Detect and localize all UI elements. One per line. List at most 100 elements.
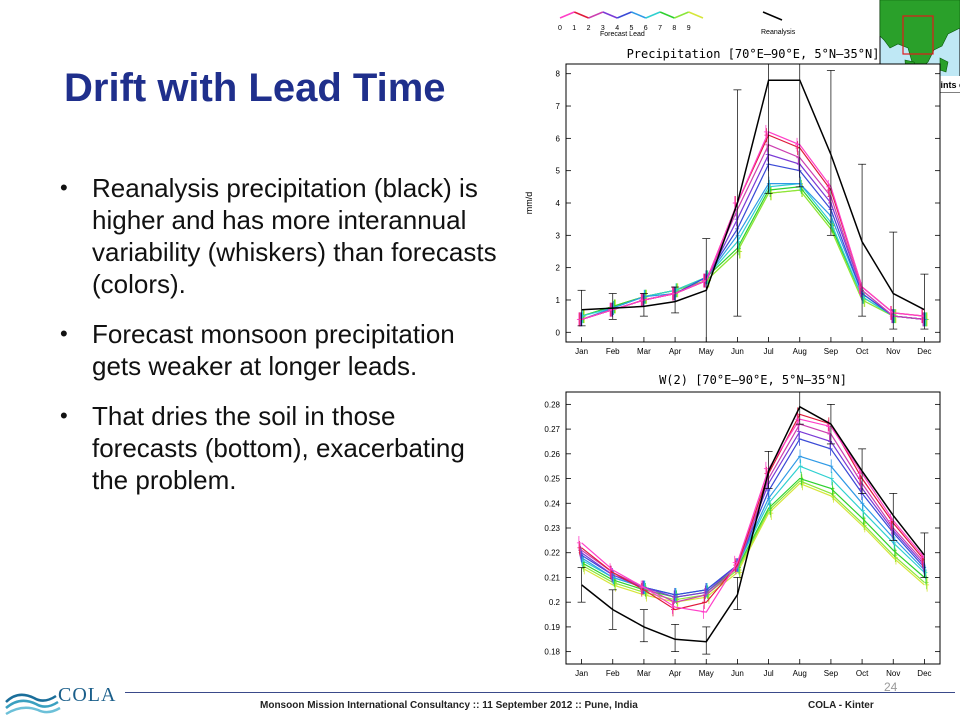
y-tick-label: 0.2	[549, 598, 561, 607]
legend-swatch-line	[659, 11, 675, 19]
bullet-dot-icon: •	[60, 321, 68, 346]
legend-lead-label: 1	[572, 25, 576, 32]
y-tick-label: 0.28	[544, 400, 560, 409]
y-tick-label: 0.18	[544, 648, 560, 657]
cola-logo	[5, 693, 61, 716]
plot-frame	[565, 63, 941, 343]
y-tick-label: 8	[556, 70, 561, 79]
reanalysis-line	[581, 79, 925, 311]
legend-lead-label: 2	[587, 25, 591, 32]
y-tick-label: 0.23	[544, 524, 560, 533]
x-tick-label: Oct	[856, 347, 869, 356]
x-tick-label: Mar	[637, 347, 651, 356]
legend-swatch-line	[588, 11, 604, 19]
x-tick-label: Apr	[669, 669, 682, 678]
bullet-text: Reanalysis precipitation (black) is high…	[92, 173, 497, 299]
x-tick-label: Mar	[637, 669, 651, 678]
series-line	[581, 418, 925, 613]
x-tick-label: May	[699, 347, 714, 356]
y-tick-label: 0.24	[544, 499, 560, 508]
legend-lead-label: 5	[630, 25, 634, 32]
legend-swatch-line	[616, 11, 632, 19]
x-tick-label: Oct	[856, 669, 869, 678]
forecast-lead-legend: 0 1 2 3 4 5 6 7 8 9 Forecast Lead Reanalysis	[558, 11, 796, 38]
x-tick-label: Apr	[669, 347, 682, 356]
y-tick-label: 0.27	[544, 425, 560, 434]
legend-swatch-line	[602, 11, 618, 19]
legend-reanalysis-line	[762, 11, 783, 21]
footer-divider	[125, 692, 955, 693]
legend-swatch-line	[574, 11, 589, 19]
y-tick-label: 0	[556, 328, 561, 337]
chart-title: Precipitation [70°E–90°E, 5°N–35°N]	[627, 47, 880, 61]
x-tick-label: Nov	[886, 347, 900, 356]
x-tick-label: Jul	[763, 669, 773, 678]
x-tick-label: Jan	[575, 347, 588, 356]
logo-wave	[5, 706, 61, 716]
logo-wave	[5, 693, 57, 703]
x-tick-label: Feb	[606, 669, 620, 678]
x-tick-label: Dec	[917, 347, 931, 356]
legend-swatch-line	[645, 11, 661, 19]
y-tick-label: 0.25	[544, 475, 560, 484]
y-tick-label: 0.19	[544, 623, 560, 632]
y-tick-label: 0.21	[544, 573, 560, 582]
series-line	[581, 131, 925, 320]
y-tick-label: 0.26	[544, 450, 560, 459]
legend-lead-label: 8	[672, 25, 676, 32]
legend-swatch-line	[674, 11, 689, 19]
legend-lead-label: 0	[558, 25, 562, 32]
legend-swatch-line	[688, 11, 704, 19]
bullet-dot-icon: •	[60, 403, 68, 428]
legend-title: Forecast Lead	[600, 31, 645, 38]
footer-text: Monsoon Mission International Consultanc…	[260, 700, 638, 711]
legend-lead-label: 7	[658, 25, 662, 32]
legend-reanalysis-label: Reanalysis	[761, 29, 796, 36]
x-tick-label: Aug	[793, 347, 807, 356]
y-tick-label: 6	[556, 134, 561, 143]
y-tick-label: 2	[556, 264, 561, 273]
precipitation-chart: Precipitation [70°E–90°E, 5°N–35°N] mm/d 0…	[524, 47, 941, 356]
legend-swatch-line	[631, 11, 647, 19]
bullet-item: • Forecast monsoon precipitation gets wea…	[58, 318, 508, 382]
bullet-dot-icon: •	[60, 175, 68, 200]
bullet-item: • Reanalysis precipitation (black) is hig…	[58, 172, 508, 300]
y-tick-label: 7	[556, 102, 561, 111]
bullet-text: That dries the soil in those forecasts (…	[92, 401, 465, 495]
footer-author: COLA - Kinter	[808, 700, 874, 711]
y-tick-label: 1	[556, 296, 561, 305]
x-tick-label: Sep	[824, 347, 839, 356]
y-tick-label: 4	[556, 199, 561, 208]
soil-wetness-chart: W(2) [70°E–90°E, 5°N–35°N] 0.18 0.19 0.2 0.2…	[544, 373, 941, 678]
bullet-text: Forecast monsoon precipitation gets weak…	[92, 319, 455, 381]
region-box	[902, 15, 934, 55]
x-tick-label: Aug	[793, 669, 807, 678]
x-tick-label: Sep	[824, 669, 839, 678]
logo-text: COLA	[58, 684, 117, 706]
slide-title: Drift with Lead Time	[64, 66, 446, 110]
legend-lead-label: 6	[644, 25, 648, 32]
bullet-item: • That dries the soil in those forecasts …	[58, 400, 508, 496]
legend-lead-label: 3	[601, 25, 605, 32]
x-tick-label: Jan	[575, 669, 588, 678]
y-tick-label: 5	[556, 167, 561, 176]
bullet-list: • Reanalysis precipitation (black) is hig…	[58, 172, 508, 514]
x-tick-label: May	[699, 669, 714, 678]
chart-title: W(2) [70°E–90°E, 5°N–35°N]	[659, 373, 847, 387]
legend-lead-label: 9	[687, 25, 691, 32]
reanalysis-line	[581, 405, 925, 643]
x-tick-label: Jun	[731, 669, 744, 678]
y-axis-label: mm/d	[524, 192, 534, 215]
x-tick-label: Feb	[606, 347, 620, 356]
x-tick-label: Dec	[917, 669, 931, 678]
legend-lead-label: 4	[615, 25, 619, 32]
y-tick-label: 0.22	[544, 549, 560, 558]
y-tick-label: 3	[556, 231, 561, 240]
logo-wave	[5, 699, 59, 709]
series-line	[581, 477, 925, 598]
legend-swatch-line	[559, 11, 575, 19]
x-tick-label: Jul	[763, 347, 773, 356]
page-number: 24	[884, 680, 898, 694]
series-line	[581, 480, 925, 601]
